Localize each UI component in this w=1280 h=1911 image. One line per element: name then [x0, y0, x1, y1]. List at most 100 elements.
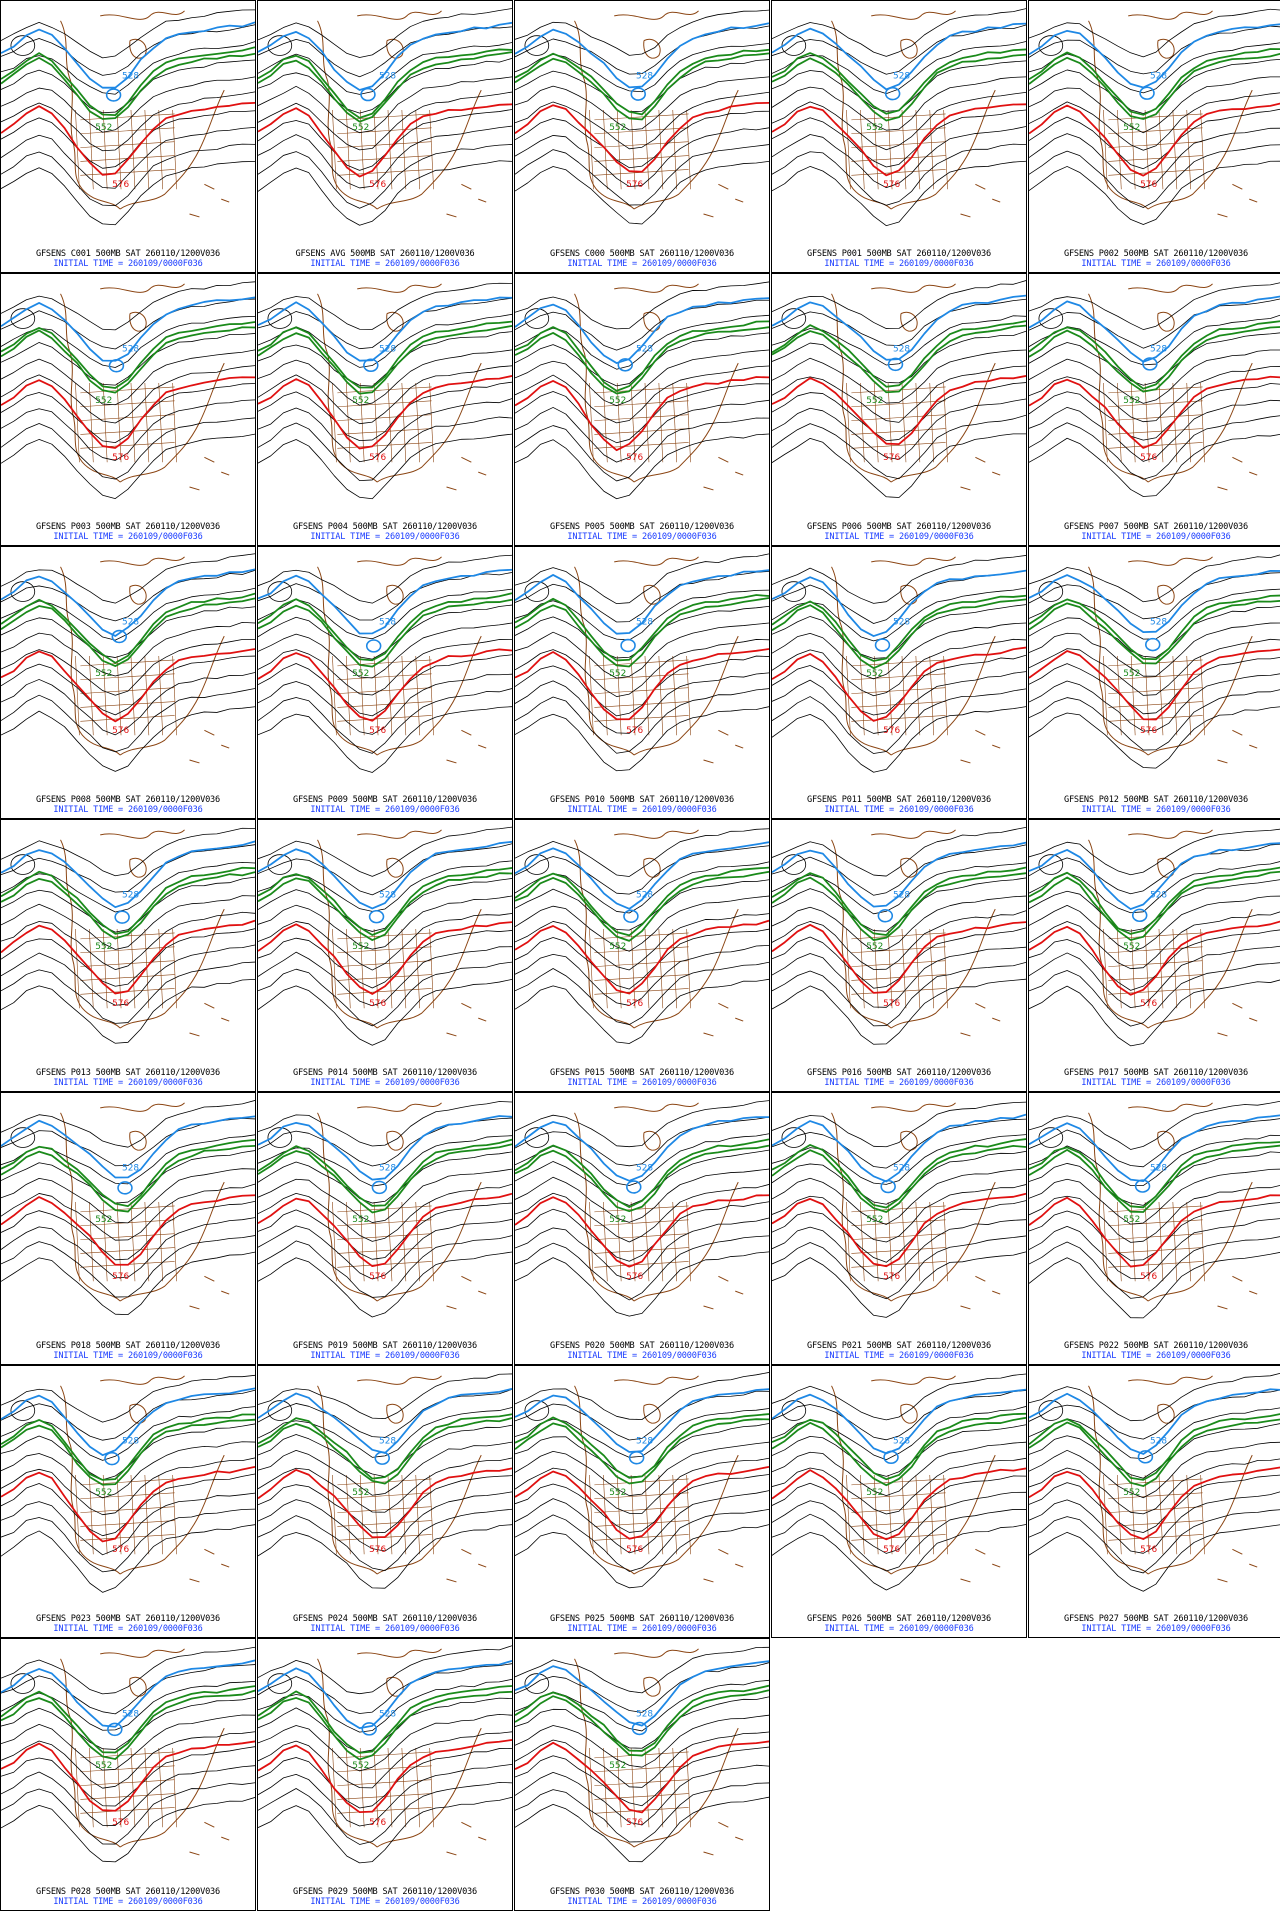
contour-552-inner	[772, 320, 1026, 388]
height-contour	[258, 961, 512, 1027]
state-line	[658, 655, 664, 736]
state-line	[346, 382, 351, 463]
coastline-0	[60, 839, 121, 1029]
height-contour	[1029, 1185, 1280, 1243]
height-contour	[1029, 605, 1280, 658]
state-line	[589, 1474, 594, 1555]
height-contour	[772, 1373, 1026, 1421]
contour-label-528: 528	[379, 890, 396, 900]
height-map: 528 552 576	[515, 1646, 769, 1863]
contour-label-552: 552	[1123, 669, 1140, 679]
map-panel-p013: 528 552 576 GFSENS P013 500MB SAT 260110/12…	[0, 819, 256, 1092]
state-line	[337, 127, 432, 135]
state-line	[1108, 1478, 1203, 1486]
coastline-2	[357, 556, 442, 566]
state-line	[337, 113, 432, 121]
coastline-2	[871, 10, 956, 20]
state-line	[89, 109, 94, 190]
state-line	[89, 1474, 94, 1555]
closed-high-contour	[1038, 581, 1064, 602]
state-line	[915, 1474, 921, 1555]
height-contour	[258, 1389, 512, 1438]
coastline-2	[357, 1648, 442, 1658]
contour-label-552: 552	[352, 669, 369, 679]
height-contour	[258, 1441, 512, 1496]
contour-552-inner	[515, 48, 769, 116]
closed-low-contour	[626, 1180, 642, 1194]
coastline-2	[100, 556, 185, 566]
panel-caption: GFSENS P017 500MB SAT 260110/1200V036	[1063, 1068, 1249, 1078]
contour-552-inner	[1029, 594, 1280, 661]
state-line	[1117, 655, 1122, 736]
contour-label-552: 552	[1123, 123, 1140, 133]
closed-low-contour	[365, 639, 382, 653]
height-contour	[515, 1168, 769, 1223]
contour-528	[1029, 295, 1280, 363]
contour-label-576: 576	[883, 726, 900, 736]
height-contour	[258, 416, 512, 482]
state-line	[1158, 1474, 1164, 1555]
coastline-0	[574, 1112, 635, 1302]
state-line	[860, 1474, 865, 1555]
height-contour	[772, 826, 1026, 877]
height-contour	[258, 604, 512, 660]
height-contour	[515, 160, 769, 225]
height-contour	[772, 587, 1026, 642]
contour-label-576: 576	[883, 1272, 900, 1282]
state-line	[75, 1747, 80, 1828]
state-line	[594, 1205, 689, 1213]
coastline-0	[574, 293, 635, 483]
coastline-4	[189, 1548, 230, 1583]
coastline-2	[614, 829, 699, 839]
coastline-1	[119, 89, 225, 210]
coastline-4	[446, 183, 487, 218]
state-line	[102, 928, 108, 1009]
height-contour	[258, 1713, 512, 1772]
state-line	[373, 655, 379, 736]
state-line	[594, 1261, 689, 1268]
map-panel-p019: 528 552 576 GFSENS P019 500MB SAT 260110/12…	[257, 1092, 513, 1365]
height-contour	[772, 414, 1026, 480]
height-contour	[1029, 1423, 1280, 1479]
contour-label-552: 552	[866, 396, 883, 406]
height-contour	[1, 606, 255, 658]
height-contour	[772, 349, 1026, 404]
closed-high-contour	[267, 308, 293, 329]
height-contour	[772, 910, 1026, 970]
contour-label-528: 528	[636, 1709, 653, 1719]
coastline-1	[1147, 1454, 1253, 1575]
state-line	[846, 1474, 851, 1555]
height-contour	[515, 1235, 769, 1301]
height-contour	[772, 41, 1026, 95]
state-line	[594, 127, 689, 135]
contour-552-inner	[258, 1138, 512, 1207]
coastline-3	[386, 584, 404, 605]
height-contour	[515, 1646, 769, 1694]
state-line	[337, 1520, 432, 1527]
state-line	[1117, 109, 1122, 190]
coastline-2	[1128, 1375, 1213, 1385]
panel-caption: GFSENS P018 500MB SAT 260110/1200V036	[35, 1341, 221, 1351]
map-panel-c000: 528 552 576 GFSENS C000 500MB SAT 260110/12…	[514, 0, 770, 273]
height-contour	[772, 365, 1026, 423]
coastline-3	[1157, 857, 1175, 878]
state-line	[387, 382, 393, 463]
height-map: 528 552 576	[772, 555, 1026, 773]
state-line	[332, 1474, 337, 1555]
contour-528	[772, 294, 1026, 361]
coastline-3	[1157, 1403, 1175, 1424]
contour-552	[1029, 52, 1280, 120]
height-contour	[772, 280, 1026, 329]
contour-576	[1029, 1466, 1280, 1540]
map-panel-p006: 528 552 576 GFSENS P006 500MB SAT 260110/12…	[771, 273, 1027, 546]
height-contour	[515, 25, 769, 75]
state-line	[589, 1201, 594, 1282]
panel-caption: GFSENS C000 500MB SAT 260110/1200V036	[549, 249, 735, 259]
height-contour	[1029, 1118, 1280, 1168]
closed-high-contour	[1038, 854, 1064, 875]
state-line	[1117, 382, 1122, 463]
height-contour	[258, 946, 512, 1007]
state-line	[672, 382, 678, 463]
state-line	[630, 382, 636, 463]
height-contour	[258, 1475, 512, 1534]
